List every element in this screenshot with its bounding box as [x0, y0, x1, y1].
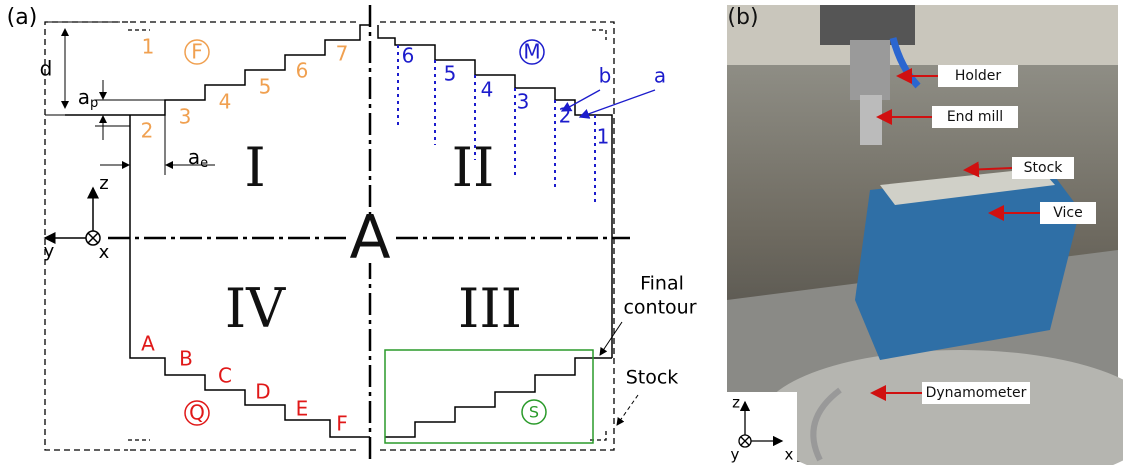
strategy-s-box — [385, 350, 593, 443]
step: 6 — [296, 59, 309, 83]
step: 2 — [141, 119, 154, 143]
strategy-symbol: F — [191, 40, 203, 64]
axis-label: z — [732, 394, 740, 412]
step: C — [218, 364, 232, 388]
step: F — [336, 412, 348, 436]
callout: Stock — [1024, 160, 1064, 176]
step: 7 — [336, 42, 349, 66]
callout: End mill — [947, 109, 1003, 125]
callout: Holder — [955, 68, 1001, 84]
quadrant-label: III — [458, 277, 522, 340]
final-contour-label: Final — [640, 273, 684, 295]
step: 1 — [597, 125, 610, 149]
step: 1 — [142, 35, 155, 59]
steps-f: 1 2 3 4 5 6 7 — [141, 35, 349, 143]
step: 3 — [179, 105, 192, 129]
dim-ae: ae — [188, 145, 208, 171]
step: 4 — [481, 78, 494, 102]
final-contour-label: contour — [623, 297, 696, 319]
panel-b: (b) Holder End mill Stock Vice Dynamomet… — [727, 5, 1123, 465]
figure: (a) d ap ae z y x I II III IV A 1 2 3 — [0, 0, 1123, 465]
axis-label: x — [785, 446, 794, 464]
contour — [65, 25, 612, 437]
step: A — [141, 332, 155, 356]
step: 6 — [402, 44, 415, 68]
step: B — [179, 347, 193, 371]
step: 5 — [444, 62, 457, 86]
dim-d: d — [40, 57, 53, 81]
step: E — [296, 397, 309, 421]
center-label: A — [349, 203, 390, 273]
axis-label: y — [44, 241, 55, 262]
dim-ap: ap — [78, 85, 99, 111]
quadrant-label: II — [452, 136, 495, 199]
quadrant-label: IV — [225, 277, 286, 340]
axes-a — [45, 188, 100, 245]
axis-label: y — [731, 446, 740, 464]
strategy-symbol: S — [529, 403, 539, 422]
panel-label: (b) — [727, 5, 758, 30]
quadrant-label: I — [244, 136, 265, 199]
step: 3 — [517, 90, 530, 114]
step: 4 — [219, 90, 232, 114]
axis-label: z — [99, 173, 108, 194]
callout: Vice — [1053, 205, 1082, 221]
point-label: a — [654, 64, 666, 88]
stock-label: Stock — [626, 367, 679, 389]
point-label: b — [599, 64, 612, 88]
panel-label: (a) — [7, 5, 38, 30]
panel-a: (a) d ap ae z y x I II III IV A 1 2 3 — [7, 5, 697, 462]
strategy-symbol: Q — [189, 401, 205, 425]
axis-label: x — [99, 242, 110, 263]
step: 5 — [259, 75, 272, 99]
step: D — [255, 380, 270, 404]
strategy-symbol: M — [523, 40, 540, 64]
callout: Dynamometer — [926, 385, 1027, 401]
